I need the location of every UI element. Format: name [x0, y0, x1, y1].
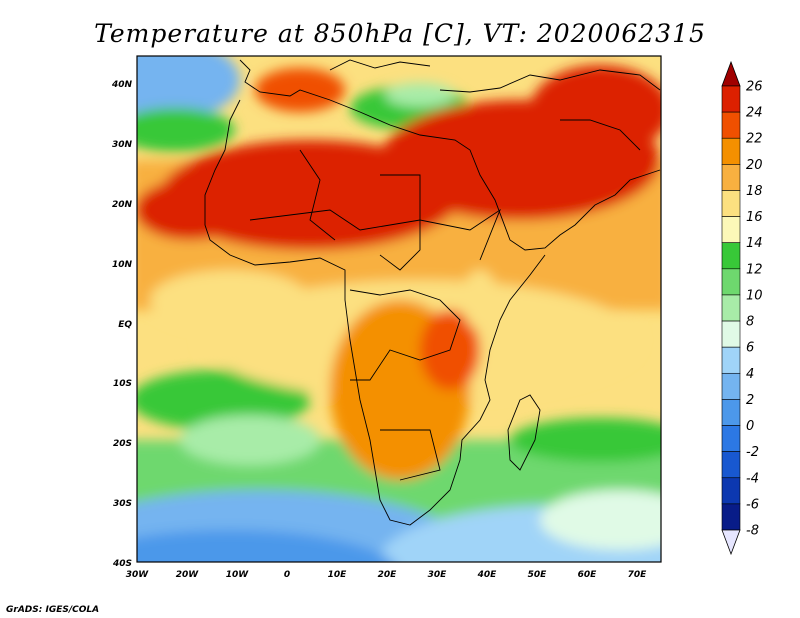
lon-label: 30W [126, 570, 150, 580]
colorbar-swatch [721, 425, 741, 452]
coastlines [204, 59, 661, 526]
lon-label: 20E [378, 570, 398, 580]
colorbar-label: 2 [746, 393, 754, 408]
colorbar-swatch [721, 503, 741, 531]
colorbar-swatch [721, 320, 741, 348]
lon-label: 70E [628, 570, 648, 580]
colorbar-label: 14 [746, 236, 763, 251]
colorbar-label: 26 [746, 80, 763, 95]
colorbar-label: 0 [746, 419, 754, 434]
map-frame [136, 55, 662, 563]
colorbar-swatch [721, 372, 741, 400]
colorbar-swatch [721, 477, 741, 505]
colorbar-swatch [721, 85, 741, 113]
lon-label: 30E [428, 570, 448, 580]
colorbar-swatch [721, 242, 741, 270]
lat-label: 30S [113, 499, 132, 509]
colorbar-label: -2 [746, 445, 759, 460]
colorbar-label: 20 [746, 158, 763, 173]
colorbar-label: 24 [746, 106, 763, 121]
lon-label: 50E [528, 570, 548, 580]
lon-label: 10W [226, 570, 250, 580]
colorbar-label: 12 [746, 262, 763, 277]
map-title: Temperature at 850hPa [C], VT: 202006231… [94, 19, 706, 48]
credit-text: GrADS: IGES/COLA [6, 605, 99, 615]
colorbar-swatch [721, 451, 741, 479]
colorbar-swatch [721, 399, 741, 426]
lat-label: 30N [112, 140, 133, 150]
colorbar-label: 4 [746, 367, 754, 382]
colorbar-swatch [721, 294, 741, 322]
colorbar-swatch [721, 216, 741, 244]
lon-label: 10E [328, 570, 348, 580]
colorbar-label: 22 [746, 132, 763, 147]
colorbar-label: 8 [746, 315, 754, 330]
lat-label: 20S [113, 439, 132, 449]
lon-label: 40E [477, 570, 498, 580]
colorbar-swatch [721, 346, 741, 374]
lon-label: 20W [176, 570, 200, 580]
colorbar-label: 10 [746, 288, 763, 303]
lat-label: 40S [112, 559, 132, 569]
lat-label: EQ [118, 320, 132, 330]
colorbar-label: -4 [746, 471, 759, 486]
lat-label: 10N [112, 260, 133, 270]
lon-label: 0 [284, 570, 290, 580]
colorbar-swatch [721, 137, 741, 165]
temperature-field [137, 56, 661, 562]
colorbar-swatch [721, 268, 741, 296]
lon-labels: 30W 20W 10W 0 10E 20E 30E 40E 50E 60E 70… [126, 570, 647, 580]
lat-labels: 40N 30N 20N 10N EQ 10S 20S 30S 40S [111, 80, 133, 569]
colorbar-label: 16 [746, 210, 763, 225]
colorbar-label: 6 [746, 341, 754, 356]
colorbar-min-arrow [721, 529, 741, 556]
colorbar-swatch [721, 164, 741, 191]
colorbar-label: -6 [746, 497, 759, 512]
lat-label: 40N [111, 80, 133, 90]
colorbar-swatch [721, 190, 741, 217]
colorbar-max-arrow [721, 60, 741, 87]
colorbar-label: -8 [746, 524, 759, 539]
colorbar-label: 18 [746, 184, 763, 199]
colorbar-swatch [721, 111, 741, 139]
lat-label: 20N [112, 200, 133, 210]
lat-label: 10S [113, 379, 132, 389]
lon-label: 60E [578, 570, 598, 580]
